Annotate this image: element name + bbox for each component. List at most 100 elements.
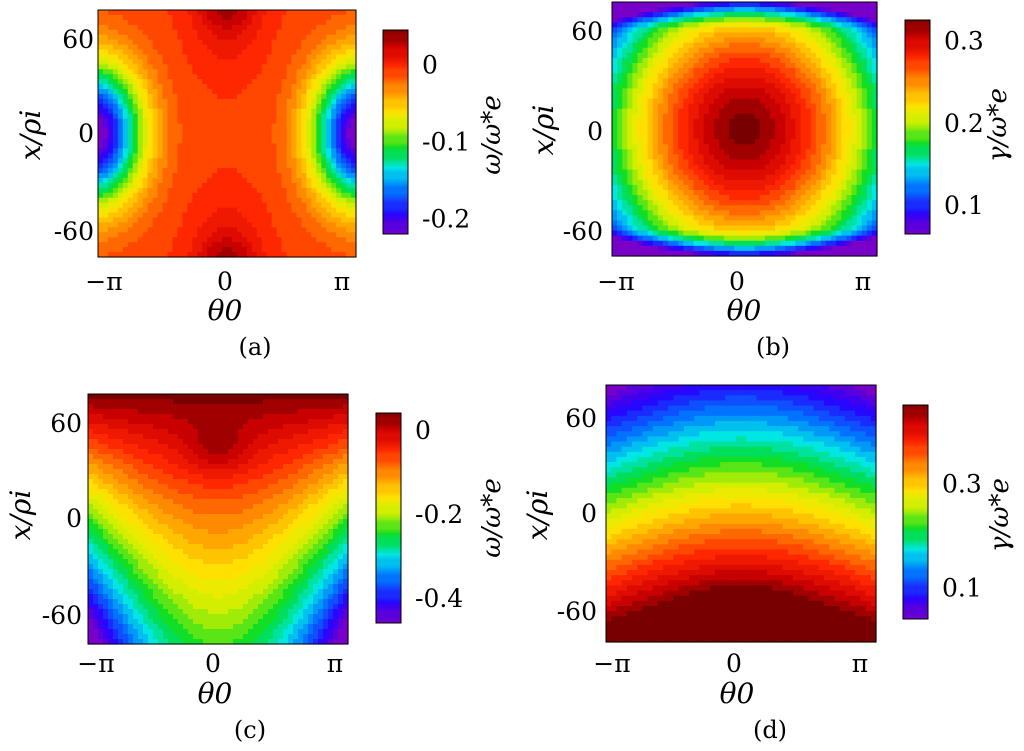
heatmap-cell — [785, 139, 791, 145]
heatmap-cell — [202, 207, 208, 214]
heatmap-cell — [744, 179, 751, 186]
heatmap-cell — [871, 159, 878, 166]
heatmap-cell — [719, 57, 725, 64]
heatmap-cell — [222, 44, 228, 51]
heatmap-cell — [734, 2, 741, 8]
heatmap-cell — [713, 174, 720, 181]
heatmap-cell — [693, 7, 700, 13]
heatmap-cell — [246, 197, 253, 204]
heatmap-cell — [157, 103, 164, 110]
heatmap-cell — [673, 144, 679, 150]
heatmap-cell — [212, 222, 218, 228]
heatmap-cell — [698, 225, 705, 232]
heatmap-cell — [256, 207, 263, 214]
heatmap-cell — [790, 118, 797, 125]
heatmap-cell — [719, 164, 725, 171]
heatmap-cell — [826, 215, 832, 222]
xtick-negpi-a: −π — [85, 267, 122, 296]
heatmap-cell — [637, 179, 644, 186]
heatmap-cell — [749, 184, 756, 191]
heatmap-cell — [147, 202, 154, 209]
heatmap-cell — [246, 168, 253, 174]
heatmap-cell — [657, 215, 664, 222]
heatmap-cell — [142, 173, 149, 179]
heatmap-cell — [846, 2, 853, 8]
heatmap-cell — [157, 74, 164, 80]
heatmap-cell — [212, 148, 218, 154]
heatmap-cell — [281, 212, 288, 219]
heatmap-cell — [217, 242, 223, 248]
heatmap-cell — [826, 205, 832, 211]
heatmap-cell — [769, 52, 776, 59]
heatmap-cell — [177, 14, 183, 21]
heatmap-cell — [301, 39, 307, 46]
heatmap-cell — [321, 49, 327, 56]
heatmap-cell — [147, 108, 154, 115]
heatmap-cell — [137, 163, 144, 169]
heatmap-cell — [632, 113, 639, 120]
heatmap-cell — [217, 128, 223, 135]
heatmap-cell — [331, 59, 337, 65]
heatmap-cell — [805, 139, 812, 145]
heatmap-cell — [637, 32, 644, 39]
heatmap-cell — [851, 118, 858, 125]
heatmap-cell — [805, 134, 812, 140]
heatmap-cell — [291, 133, 298, 140]
heatmap-cell — [688, 169, 695, 176]
heatmap-cell — [724, 169, 730, 176]
heatmap-cell — [780, 17, 786, 23]
heatmap-cell — [708, 78, 715, 84]
heatmap-cell — [861, 2, 868, 8]
heatmap-cell — [331, 74, 337, 80]
heatmap-cell — [162, 222, 169, 228]
heatmap-cell — [311, 173, 317, 179]
heatmap-cell — [668, 78, 674, 84]
heatmap-cell — [657, 22, 664, 28]
heatmap-cell — [117, 79, 124, 85]
heatmap-cell — [296, 59, 303, 65]
heatmap-cell — [286, 44, 293, 51]
heatmap-cell — [212, 153, 218, 159]
heatmap-cell — [780, 123, 786, 130]
heatmap-cell — [642, 12, 649, 18]
heatmap-cell — [331, 10, 337, 16]
heatmap-cell — [326, 237, 332, 243]
heatmap-cell — [820, 57, 827, 64]
heatmap-cell — [769, 129, 776, 135]
heatmap-cell — [861, 159, 868, 166]
heatmap-cell — [217, 232, 223, 238]
heatmap-cell — [749, 149, 756, 155]
heatmap-cell — [759, 37, 766, 44]
heatmap-cell — [212, 168, 218, 174]
heatmap-cell — [316, 24, 322, 31]
heatmap-cell — [764, 179, 771, 186]
heatmap-cell — [167, 29, 174, 36]
heatmap-cell — [657, 200, 664, 206]
heatmap-cell — [759, 93, 766, 100]
heatmap-cell — [662, 73, 669, 79]
heatmap-cell — [187, 163, 193, 169]
heatmap-cell — [326, 187, 332, 194]
heatmap-cell — [780, 32, 786, 39]
heatmap-cell — [276, 34, 283, 41]
heatmap-cell — [336, 212, 342, 219]
heatmap-cell — [321, 10, 327, 16]
heatmap-cell — [177, 113, 183, 120]
heatmap-cell — [271, 143, 278, 149]
heatmap-cell — [617, 230, 623, 237]
heatmap-cell — [729, 103, 735, 110]
heatmap-cell — [117, 227, 124, 233]
heatmap-cell — [724, 174, 730, 181]
heatmap-cell — [846, 93, 853, 100]
heatmap-cell — [693, 220, 700, 227]
heatmap-cell — [321, 237, 327, 243]
heatmap-cell — [622, 169, 628, 176]
heatmap-cell — [800, 189, 807, 196]
heatmap-cell — [207, 143, 213, 149]
heatmap-cell — [231, 197, 238, 204]
heatmap-cell — [841, 179, 848, 186]
heatmap-cell — [251, 29, 258, 36]
heatmap-cell — [351, 29, 357, 36]
heatmap-cell — [815, 205, 822, 211]
heatmap-cell — [227, 118, 233, 125]
